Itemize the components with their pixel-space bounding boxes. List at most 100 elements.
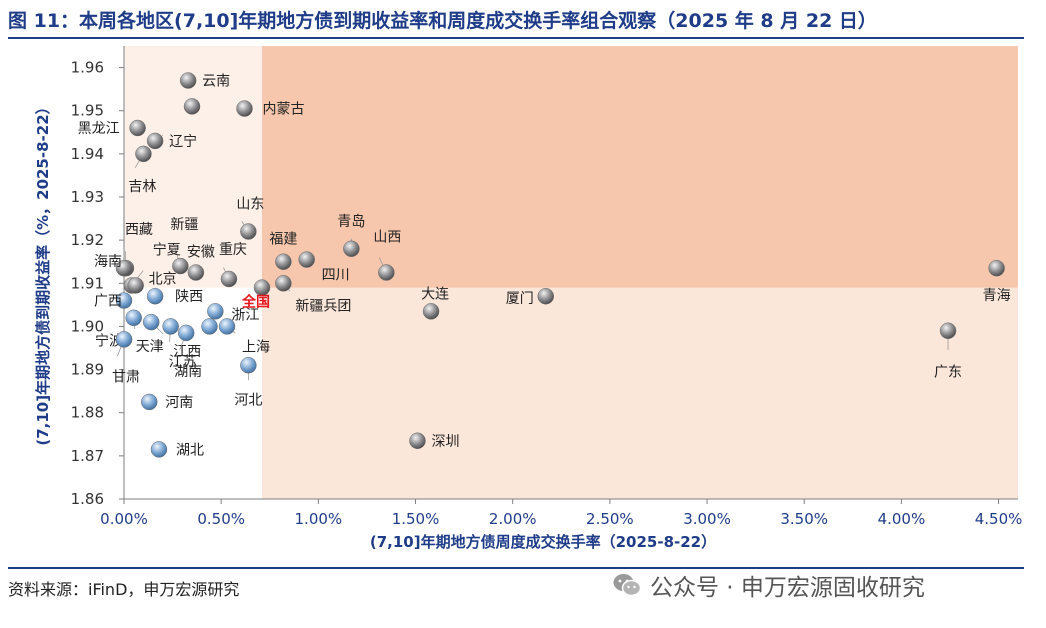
point-label: 深圳 bbox=[431, 434, 459, 450]
point-label: 重庆 bbox=[219, 242, 247, 258]
x-tick-label: 1.50% bbox=[392, 510, 440, 528]
y-tick-label: 1.88 bbox=[71, 404, 104, 422]
watermark-text: 公众号 · 申万宏源固收研究 bbox=[650, 575, 925, 601]
y-tick-label: 1.94 bbox=[71, 145, 104, 163]
data-point bbox=[146, 132, 164, 150]
point-label: 新疆 bbox=[170, 217, 198, 233]
data-point bbox=[275, 275, 292, 292]
watermark: 公众号 · 申万宏源固收研究 bbox=[612, 568, 925, 602]
y-tick-label: 1.95 bbox=[71, 102, 104, 120]
point-label: 北京 bbox=[149, 271, 177, 287]
data-point bbox=[129, 119, 146, 137]
source-note: 资料来源：iFinD，申万宏源研究 bbox=[8, 580, 240, 599]
data-point bbox=[240, 357, 257, 374]
point-label: 上海 bbox=[242, 339, 270, 355]
y-tick-label: 1.96 bbox=[71, 59, 104, 77]
data-point bbox=[115, 259, 133, 277]
data-point bbox=[150, 441, 168, 458]
point-label: 甘肃 bbox=[112, 369, 140, 385]
x-tick-label: 2.50% bbox=[586, 510, 634, 528]
point-label: 宁波 bbox=[95, 332, 123, 349]
y-tick-label: 1.91 bbox=[71, 274, 104, 292]
y-axis-title: (7,10]年期地方债到期收益率（%，2025-8-22） bbox=[34, 99, 52, 445]
data-point bbox=[537, 287, 554, 305]
data-point bbox=[172, 257, 189, 275]
x-tick-label: 0.50% bbox=[197, 510, 245, 528]
data-point bbox=[162, 318, 179, 335]
point-label: 浙江 bbox=[231, 307, 259, 323]
point-label: 新疆兵团 bbox=[295, 298, 351, 314]
figure-title: 图 11：本周各地区(7,10]年期地方债到期收益率和周度成交换手率组合观察（2… bbox=[8, 10, 877, 32]
data-point bbox=[275, 253, 292, 270]
data-point bbox=[236, 100, 253, 117]
point-label: 四川 bbox=[322, 268, 350, 284]
y-tick-label: 1.86 bbox=[71, 490, 104, 508]
point-label: 陕西 bbox=[175, 289, 203, 305]
data-point bbox=[179, 72, 197, 89]
x-tick-label: 4.50% bbox=[975, 510, 1023, 528]
title-divider bbox=[8, 37, 1024, 39]
data-point bbox=[187, 264, 205, 281]
point-label: 福建 bbox=[269, 232, 297, 248]
x-tick-label: 3.00% bbox=[683, 510, 731, 528]
point-label: 厦门 bbox=[506, 291, 534, 307]
data-point bbox=[135, 145, 152, 163]
point-label: 河北 bbox=[234, 392, 262, 408]
national-reference-point bbox=[253, 279, 271, 296]
point-label: 西藏 bbox=[125, 222, 153, 238]
point-label: 吉林 bbox=[128, 179, 156, 195]
data-point bbox=[201, 318, 218, 335]
y-tick-label: 1.89 bbox=[71, 361, 104, 379]
point-label: 青岛 bbox=[337, 214, 365, 230]
footer-divider bbox=[8, 567, 1024, 569]
point-label: 湖南 bbox=[174, 364, 202, 380]
point-label: 宁夏 bbox=[153, 241, 181, 258]
point-label: 广西 bbox=[94, 294, 122, 310]
point-label: 内蒙古 bbox=[262, 102, 304, 118]
y-tick-label: 1.93 bbox=[71, 188, 104, 206]
wechat-icon bbox=[613, 574, 642, 597]
data-point bbox=[939, 322, 957, 339]
data-point bbox=[422, 303, 440, 320]
data-point bbox=[146, 287, 164, 305]
point-label: 山东 bbox=[236, 197, 264, 213]
data-point bbox=[125, 309, 142, 327]
data-point bbox=[378, 264, 395, 281]
high-yield-high-turnover-region bbox=[261, 46, 1019, 288]
data-point bbox=[142, 313, 160, 331]
data-point bbox=[177, 324, 195, 342]
data-point bbox=[988, 259, 1005, 277]
point-label: 大连 bbox=[421, 286, 449, 302]
data-point bbox=[240, 223, 257, 240]
data-point bbox=[343, 240, 360, 258]
x-tick-label: 1.00% bbox=[295, 510, 343, 528]
data-point bbox=[298, 251, 315, 268]
data-point bbox=[218, 318, 236, 335]
national-reference-label: 全国 bbox=[241, 294, 270, 311]
point-label: 安徽 bbox=[187, 245, 215, 261]
point-label: 海南 bbox=[94, 254, 122, 270]
point-label: 河南 bbox=[165, 395, 193, 411]
scatter-chart: 0.00% 0.50% 1.00% 1.50% 2.00% 2.50% 3.00% 3.50%… bbox=[34, 46, 1023, 551]
data-point bbox=[207, 303, 224, 320]
data-point bbox=[220, 270, 238, 288]
point-label: 云南 bbox=[202, 74, 230, 90]
y-tick-label: 1.90 bbox=[71, 317, 104, 335]
y-tick-label: 1.92 bbox=[71, 231, 104, 249]
point-label: 江苏 bbox=[169, 354, 197, 370]
data-point bbox=[115, 331, 133, 348]
y-tick-label: 1.87 bbox=[71, 447, 104, 465]
point-label: 辽宁 bbox=[169, 133, 197, 150]
data-point bbox=[115, 292, 133, 309]
x-tick-label: 4.00% bbox=[878, 510, 926, 528]
x-tick-label: 3.50% bbox=[780, 510, 828, 528]
x-tick-label: 2.00% bbox=[489, 510, 537, 528]
data-point bbox=[127, 277, 144, 294]
point-label: 湖北 bbox=[176, 442, 204, 458]
x-axis-title: (7,10]年期地方债周度成交换手率（2025-8-22） bbox=[370, 533, 716, 551]
point-label: 青海 bbox=[983, 288, 1011, 304]
x-tick-label: 0.00% bbox=[100, 510, 148, 528]
point-label: 广东 bbox=[934, 365, 962, 381]
data-point bbox=[141, 393, 158, 411]
point-label: 山西 bbox=[373, 230, 401, 246]
